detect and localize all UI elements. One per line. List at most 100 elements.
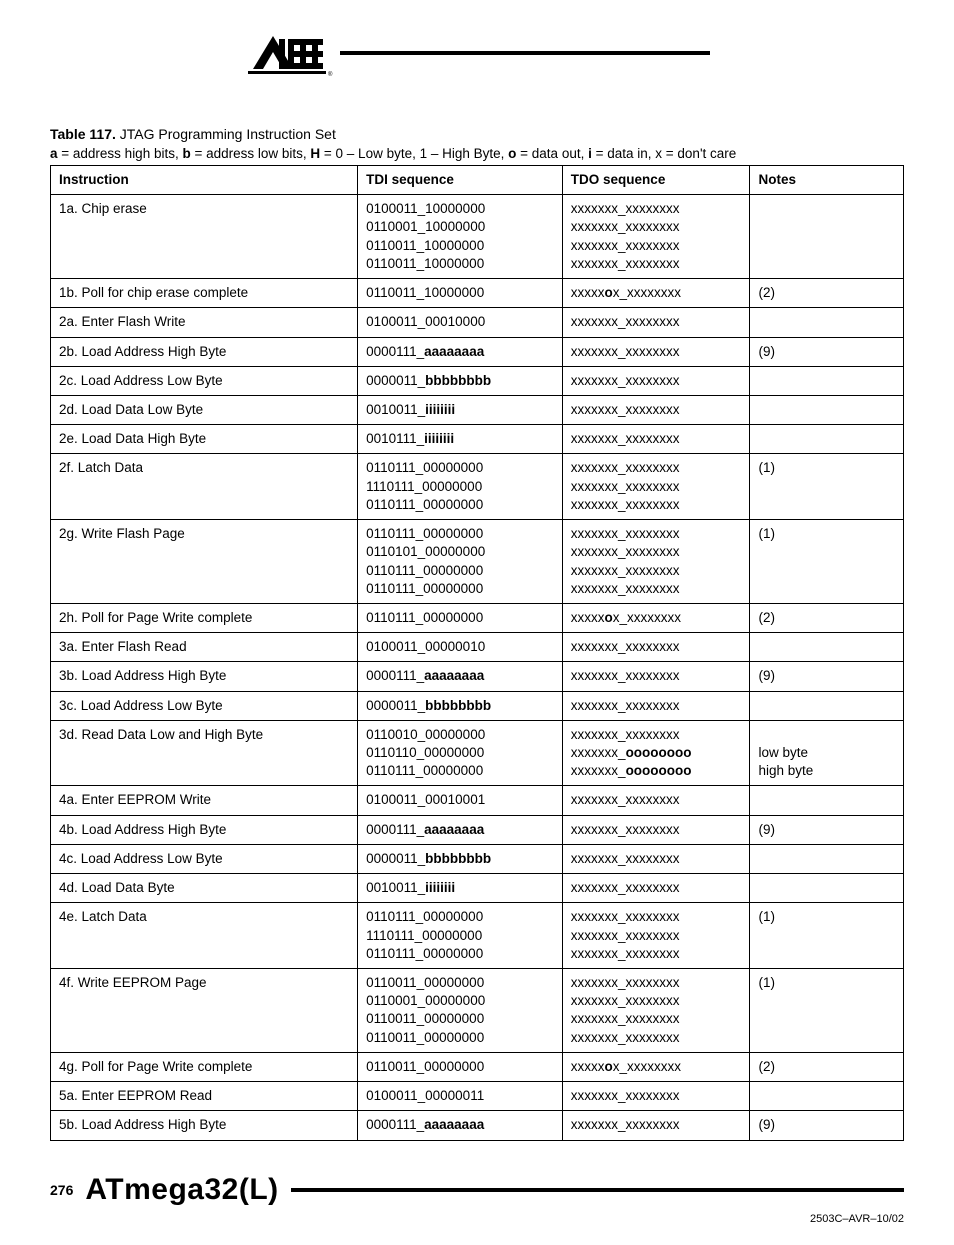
sequence-line: xxxxxxx_xxxxxxxx bbox=[571, 945, 742, 963]
instruction-cell: 3c. Load Address Low Byte bbox=[51, 691, 358, 720]
sequence-line: xxxxxxx_xxxxxxxx bbox=[571, 821, 742, 839]
sequence-cell: xxxxxxx_xxxxxxxx bbox=[562, 366, 750, 395]
sequence-line: 0110111_00000000 bbox=[366, 562, 554, 580]
notes-cell bbox=[750, 366, 904, 395]
instruction-cell: 4b. Load Address High Byte bbox=[51, 815, 358, 844]
notes-cell: (2) bbox=[750, 279, 904, 308]
sequence-line: 0110110_00000000 bbox=[366, 744, 554, 762]
header-logo-block: ® bbox=[50, 30, 904, 76]
sequence-cell: 0000111_aaaaaaaa bbox=[358, 815, 563, 844]
sequence-line: 0000111_aaaaaaaa bbox=[366, 343, 554, 361]
sequence-line: xxxxxxx_xxxxxxxx bbox=[571, 478, 742, 496]
sequence-cell: 0110111_000000000110101_000000000110111_… bbox=[358, 520, 563, 604]
table-row: 3d. Read Data Low and High Byte 0110010_0… bbox=[51, 720, 904, 786]
sequence-line: 0000111_aaaaaaaa bbox=[366, 821, 554, 839]
sequence-line: 0000111_aaaaaaaa bbox=[366, 1116, 554, 1134]
table-caption: Table 117. JTAG Programming Instruction … bbox=[50, 126, 904, 142]
notes-cell bbox=[750, 786, 904, 815]
sequence-line: 0000011_bbbbbbbb bbox=[366, 850, 554, 868]
table-row: 2g. Write Flash Page0110111_000000000110… bbox=[51, 520, 904, 604]
instruction-cell: 1b. Poll for chip erase complete bbox=[51, 279, 358, 308]
instruction-cell: 3d. Read Data Low and High Byte bbox=[51, 720, 358, 786]
svg-text:®: ® bbox=[328, 71, 333, 76]
table-row: 4c. Load Address Low Byte0000011_bbbbbbb… bbox=[51, 844, 904, 873]
notes-cell bbox=[750, 874, 904, 903]
instruction-cell: 5b. Load Address High Byte bbox=[51, 1111, 358, 1140]
instruction-cell: 2h. Poll for Page Write complete bbox=[51, 603, 358, 632]
sequence-line: xxxxxxx_xxxxxxxx bbox=[571, 1116, 742, 1134]
table-row: 1b. Poll for chip erase complete 0110011_… bbox=[51, 279, 904, 308]
table-row: 3b. Load Address High Byte0000111_aaaaaa… bbox=[51, 662, 904, 691]
sequence-cell: 0110111_000000001110111_000000000110111_… bbox=[358, 903, 563, 969]
table-row: 2a. Enter Flash Write0100011_00010000xxx… bbox=[51, 308, 904, 337]
sequence-line: 0010011_iiiiiiii bbox=[366, 879, 554, 897]
sequence-line: 0110011_10000000 bbox=[366, 237, 554, 255]
sequence-line: 0110111_00000000 bbox=[366, 525, 554, 543]
table-row: 3c. Load Address Low Byte0000011_bbbbbbb… bbox=[51, 691, 904, 720]
table-row: 4b. Load Address High Byte 0000111_aaaaaa… bbox=[51, 815, 904, 844]
sequence-cell: xxxxxxx_xxxxxxxx bbox=[562, 1111, 750, 1140]
sequence-line: xxxxxxx_xxxxxxxx bbox=[571, 697, 742, 715]
sequence-line: xxxxxxx_xxxxxxxx bbox=[571, 879, 742, 897]
sequence-cell: xxxxxxx_xxxxxxxxxxxxxxx_xxxxxxxxxxxxxxx_… bbox=[562, 195, 750, 279]
instruction-cell: 2f. Latch Data bbox=[51, 454, 358, 520]
sequence-line: xxxxxxx_xxxxxxxx bbox=[571, 525, 742, 543]
sequence-line: xxxxxxx_xxxxxxxx bbox=[571, 974, 742, 992]
atmel-logo-icon: ® bbox=[244, 30, 334, 76]
product-name: ATmega32(L) bbox=[85, 1173, 278, 1207]
sequence-cell: 0000111_aaaaaaaa bbox=[358, 1111, 563, 1140]
sequence-line: xxxxxxx_xxxxxxxx bbox=[571, 1010, 742, 1028]
notes-cell: (1) bbox=[750, 903, 904, 969]
instruction-cell: 3a. Enter Flash Read bbox=[51, 633, 358, 662]
instruction-cell: 2b. Load Address High Byte bbox=[51, 337, 358, 366]
sequence-cell: xxxxxxx_xxxxxxxxxxxxxxx_xxxxxxxxxxxxxxx_… bbox=[562, 520, 750, 604]
sequence-cell: xxxxxox_xxxxxxxx bbox=[562, 603, 750, 632]
sequence-line: 0110010_00000000 bbox=[366, 726, 554, 744]
sequence-line: xxxxxxx_xxxxxxxx bbox=[571, 908, 742, 926]
sequence-line: xxxxxxx_xxxxxxxx bbox=[571, 200, 742, 218]
sequence-line: 1110111_00000000 bbox=[366, 927, 554, 945]
sequence-line: xxxxxxx_xxxxxxxx bbox=[571, 927, 742, 945]
sequence-cell: xxxxxxx_xxxxxxxxxxxxxxx_ooooooooxxxxxxx_… bbox=[562, 720, 750, 786]
sequence-line: 0110001_10000000 bbox=[366, 218, 554, 236]
sequence-line: xxxxxxx_xxxxxxxx bbox=[571, 850, 742, 868]
table-legend: a = address high bits, b = address low b… bbox=[50, 146, 904, 161]
sequence-line: 0010011_iiiiiiii bbox=[366, 401, 554, 419]
sequence-line: 0110011_00000000 bbox=[366, 1010, 554, 1028]
table-row: 2f. Latch Data0110111_000000001110111_00… bbox=[51, 454, 904, 520]
sequence-line: 0110101_00000000 bbox=[366, 543, 554, 561]
sequence-line: 0100011_00010000 bbox=[366, 313, 554, 331]
legend-fragment: H bbox=[310, 146, 320, 161]
sequence-line: 0110111_00000000 bbox=[366, 459, 554, 477]
sequence-cell: xxxxxxx_xxxxxxxx bbox=[562, 633, 750, 662]
instruction-cell: 2g. Write Flash Page bbox=[51, 520, 358, 604]
notes-cell bbox=[750, 195, 904, 279]
instruction-cell: 4e. Latch Data bbox=[51, 903, 358, 969]
sequence-line: 0110011_10000000 bbox=[366, 284, 554, 302]
sequence-line: xxxxxxx_xxxxxxxx bbox=[571, 218, 742, 236]
sequence-line: 0110111_00000000 bbox=[366, 580, 554, 598]
sequence-line: xxxxxox_xxxxxxxx bbox=[571, 1058, 742, 1076]
legend-fragment: = address high bits, bbox=[58, 146, 183, 161]
sequence-line: xxxxxxx_oooooooo bbox=[571, 762, 742, 780]
sequence-line: 0110011_00000000 bbox=[366, 1029, 554, 1047]
page-number: 276 bbox=[50, 1182, 73, 1198]
legend-fragment: = data in, x = don't care bbox=[592, 146, 736, 161]
sequence-line: 0100011_10000000 bbox=[366, 200, 554, 218]
table-row: 2d. Load Data Low Byte0010011_iiiiiiiixx… bbox=[51, 395, 904, 424]
sequence-cell: xxxxxxx_xxxxxxxx bbox=[562, 425, 750, 454]
sequence-line: xxxxxxx_xxxxxxxx bbox=[571, 1029, 742, 1047]
sequence-cell: xxxxxxx_xxxxxxxx bbox=[562, 662, 750, 691]
legend-fragment: b bbox=[182, 146, 190, 161]
sequence-line: xxxxxxx_xxxxxxxx bbox=[571, 496, 742, 514]
col-header-notes: Notes bbox=[750, 166, 904, 195]
notes-cell bbox=[750, 395, 904, 424]
notes-cell bbox=[750, 425, 904, 454]
sequence-line: 0110011_00000000 bbox=[366, 974, 554, 992]
legend-fragment: = address low bits, bbox=[191, 146, 311, 161]
sequence-cell: 0110111_000000001110111_000000000110111_… bbox=[358, 454, 563, 520]
notes-cell bbox=[750, 844, 904, 873]
sequence-line: xxxxxxx_xxxxxxxx bbox=[571, 313, 742, 331]
table-row: 4g. Poll for Page Write complete0110011_… bbox=[51, 1052, 904, 1081]
table-row: 2e. Load Data High Byte0010111_iiiiiiiix… bbox=[51, 425, 904, 454]
